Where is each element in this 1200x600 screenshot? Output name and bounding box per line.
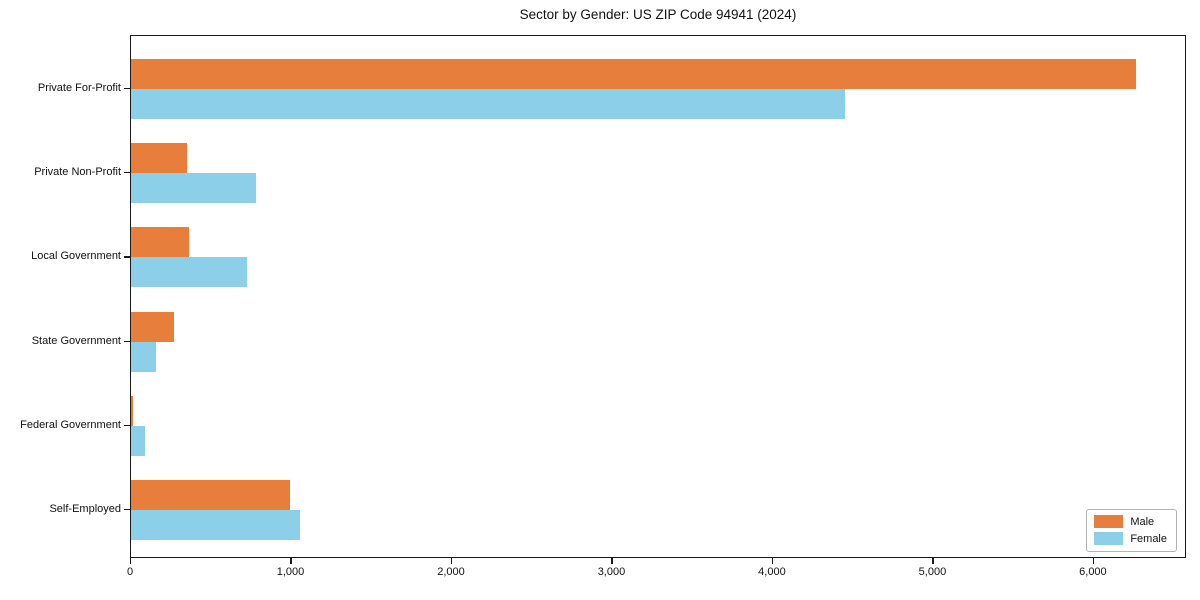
x-axis-tick — [611, 558, 613, 564]
legend-item-female: Female — [1094, 532, 1167, 545]
category-label: Self-Employed — [49, 503, 121, 515]
x-axis-tick — [932, 558, 934, 564]
legend-swatch-female — [1094, 532, 1124, 545]
x-axis-tick — [771, 558, 774, 564]
x-axis-tick — [1092, 558, 1095, 564]
y-axis-tick — [124, 509, 130, 511]
bar-male-6 — [131, 480, 290, 510]
y-axis-tick — [124, 88, 130, 90]
bar-male-3 — [131, 227, 189, 258]
legend-swatch-male — [1094, 515, 1124, 528]
bar-male-2 — [131, 143, 188, 174]
category-label: State Government — [31, 334, 121, 347]
x-axis-tick-label: 1,000 — [276, 566, 305, 578]
x-axis-tick — [130, 558, 132, 564]
bar-male-1 — [131, 59, 1136, 89]
legend: Male Female — [1086, 509, 1177, 552]
y-axis-tick — [124, 424, 130, 426]
bar-female-3 — [131, 257, 247, 288]
bar-female-5 — [131, 425, 146, 456]
bar-female-2 — [131, 173, 257, 204]
y-axis-tick — [124, 256, 130, 258]
category-label: Private Non-Profit — [34, 166, 121, 179]
legend-item-male: Male — [1094, 515, 1167, 528]
legend-label: Male — [1130, 515, 1155, 528]
x-axis-tick-label: 0 — [126, 566, 134, 578]
x-axis-tick-label: 2,000 — [437, 566, 465, 578]
y-axis-tick — [124, 340, 130, 342]
x-axis-tick-label: 4,000 — [758, 566, 786, 578]
bar-female-1 — [131, 89, 846, 119]
bar-female-4 — [131, 341, 156, 372]
y-axis-tick — [124, 172, 130, 174]
category-label: Local Government — [31, 250, 121, 263]
bar-male-4 — [131, 311, 175, 342]
plot-area: Male Female — [130, 35, 1186, 558]
x-axis-tick-label: 5,000 — [918, 566, 947, 578]
category-label: Private For-Profit — [37, 82, 121, 94]
x-axis-tick — [290, 558, 292, 564]
bar-female-6 — [131, 510, 300, 540]
x-axis-tick — [450, 558, 453, 564]
bar-male-5 — [131, 395, 133, 426]
legend-label: Female — [1130, 532, 1167, 545]
chart-title: Sector by Gender: US ZIP Code 94941 (202… — [519, 7, 797, 22]
category-label: Federal Government — [20, 418, 121, 431]
x-axis-tick-label: 6,000 — [1079, 566, 1107, 578]
x-axis-tick-label: 3,000 — [597, 566, 626, 578]
